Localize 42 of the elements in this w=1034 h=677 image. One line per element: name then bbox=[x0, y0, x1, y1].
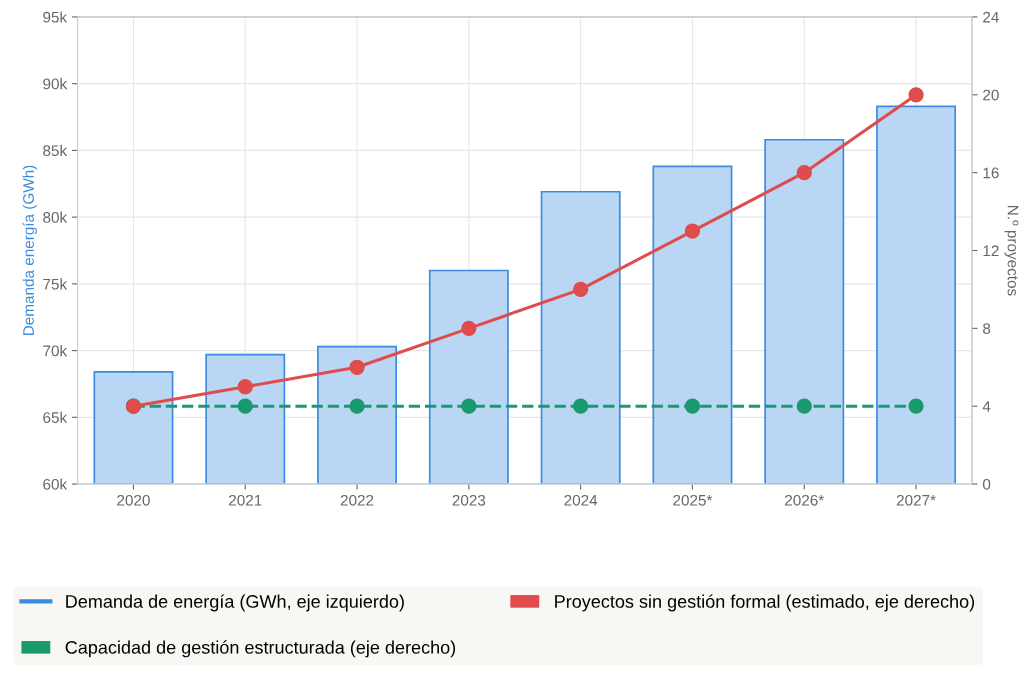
y-tick-label: 85k bbox=[43, 144, 68, 157]
x-tick-label: 2026* bbox=[785, 494, 824, 506]
x-tick-label: 2024 bbox=[564, 494, 598, 506]
y-axis-title: Demanda energía (GWh) bbox=[22, 165, 37, 335]
y2-tick-label: 24 bbox=[983, 11, 999, 23]
point bbox=[796, 398, 812, 414]
x-tick-label: 2027* bbox=[896, 494, 936, 506]
y2-tick-label: 4 bbox=[982, 401, 991, 412]
point bbox=[573, 281, 589, 298]
y2-tick-label: 0 bbox=[982, 478, 991, 490]
legend-label: Proyectos sin gestión formal (estimado, eje derecho) bbox=[555, 594, 975, 612]
point bbox=[461, 398, 477, 414]
y2-tick-label: 8 bbox=[983, 323, 991, 335]
point bbox=[349, 398, 365, 414]
x-tick-label: 2025* bbox=[673, 494, 713, 506]
y2-axis-title: N.º proyectos bbox=[1004, 206, 1019, 296]
y2-tick-label: 20 bbox=[983, 89, 999, 101]
y2-tick-label: 16 bbox=[983, 167, 999, 179]
y-tick-label: 95k bbox=[43, 11, 68, 23]
x-tick-label: 2022 bbox=[340, 494, 374, 506]
y2-tick-label: 12 bbox=[983, 245, 999, 257]
point bbox=[908, 87, 924, 103]
y-tick-label: 70k bbox=[43, 345, 68, 357]
point bbox=[908, 398, 924, 414]
x-tick-label: 2023 bbox=[452, 494, 486, 506]
point bbox=[796, 164, 812, 181]
y-tick-label: 60k bbox=[43, 478, 68, 490]
point bbox=[684, 398, 701, 414]
legend-label: Capacidad de gestión estructurada (eje derecho) bbox=[65, 640, 456, 658]
x-tick-label: 2020 bbox=[117, 494, 150, 506]
y-tick-label: 90k bbox=[43, 78, 68, 90]
legend-label: Demanda de energía (GWh, eje izquierdo) bbox=[66, 594, 404, 612]
point bbox=[573, 398, 589, 414]
point bbox=[237, 398, 253, 414]
x-tick-label: 2021 bbox=[229, 494, 262, 506]
y-tick-label: 75k bbox=[43, 278, 68, 290]
y-tick-label: 80k bbox=[43, 211, 68, 223]
point bbox=[237, 379, 253, 395]
y-tick-label: 65k bbox=[43, 411, 68, 424]
point bbox=[684, 223, 701, 239]
point bbox=[349, 359, 365, 375]
point bbox=[461, 320, 477, 336]
